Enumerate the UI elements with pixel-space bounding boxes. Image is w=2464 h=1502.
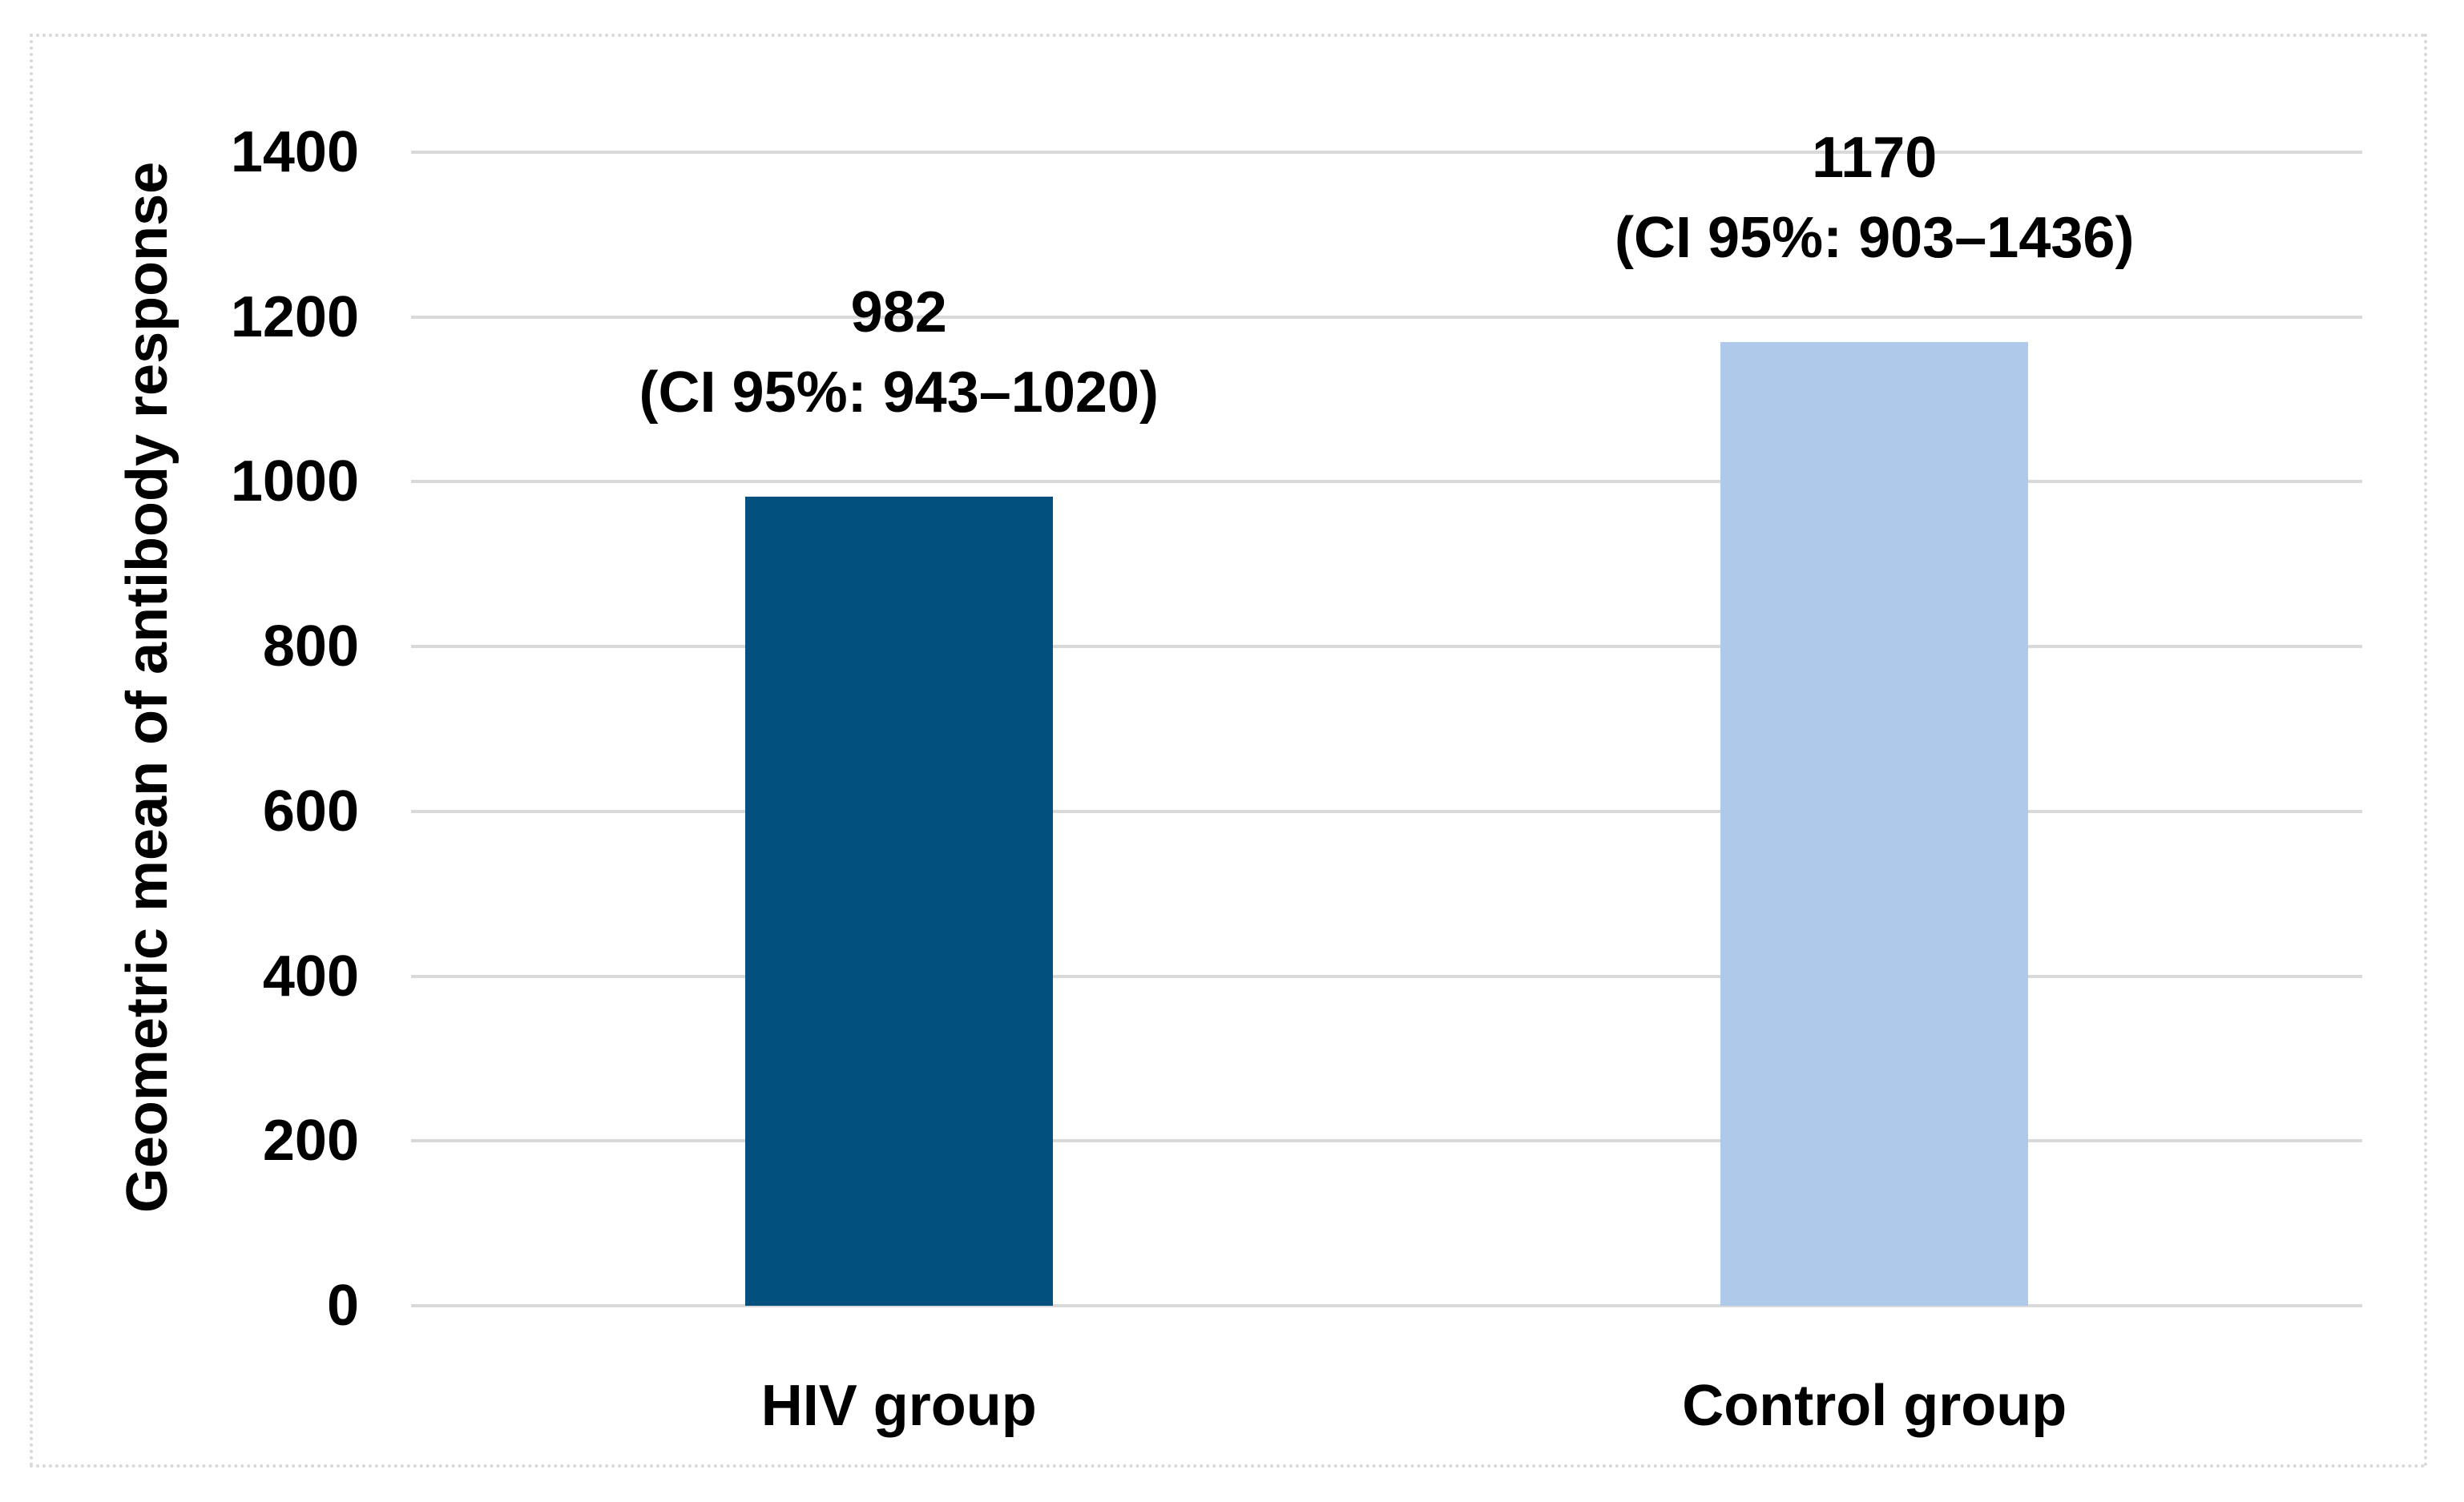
- value-label: 982: [850, 280, 947, 344]
- gridline: [411, 151, 2362, 154]
- gridline: [411, 480, 2362, 484]
- gridline: [411, 1304, 2362, 1307]
- bar-hiv-group: [744, 496, 1053, 1306]
- y-axis-tick-label: 600: [262, 779, 359, 844]
- y-axis-tick-label: 0: [326, 1274, 359, 1338]
- ci-label: (CI 95%: 903–1436): [1615, 205, 2135, 270]
- bar-control-group: [1720, 341, 2029, 1306]
- gridline: [411, 315, 2362, 319]
- gridline: [411, 809, 2362, 813]
- data-label-control-group: 1170 (CI 95%: 903–1436): [1434, 118, 2315, 278]
- x-axis-label-hiv-group: HIV group: [760, 1374, 1037, 1438]
- ci-label: (CI 95%: 943–1020): [639, 360, 1159, 425]
- y-axis-title: Geometric mean of antibody response: [115, 161, 179, 1214]
- y-axis-tick-label: 1000: [230, 449, 359, 514]
- y-axis-tick-label: 200: [262, 1109, 359, 1174]
- data-label-hiv-group: 982 (CI 95%: 943–1020): [458, 272, 1340, 433]
- gridline: [411, 1139, 2362, 1143]
- y-axis-tick-label: 1200: [230, 284, 359, 349]
- value-label: 1170: [1812, 125, 1938, 190]
- gridline: [411, 645, 2362, 649]
- y-axis-tick-label: 800: [262, 614, 359, 679]
- gridline: [411, 974, 2362, 978]
- x-axis-label-control-group: Control group: [1682, 1374, 2067, 1438]
- y-axis-tick-label: 400: [262, 944, 359, 1009]
- y-axis-tick-label: 1400: [230, 120, 359, 184]
